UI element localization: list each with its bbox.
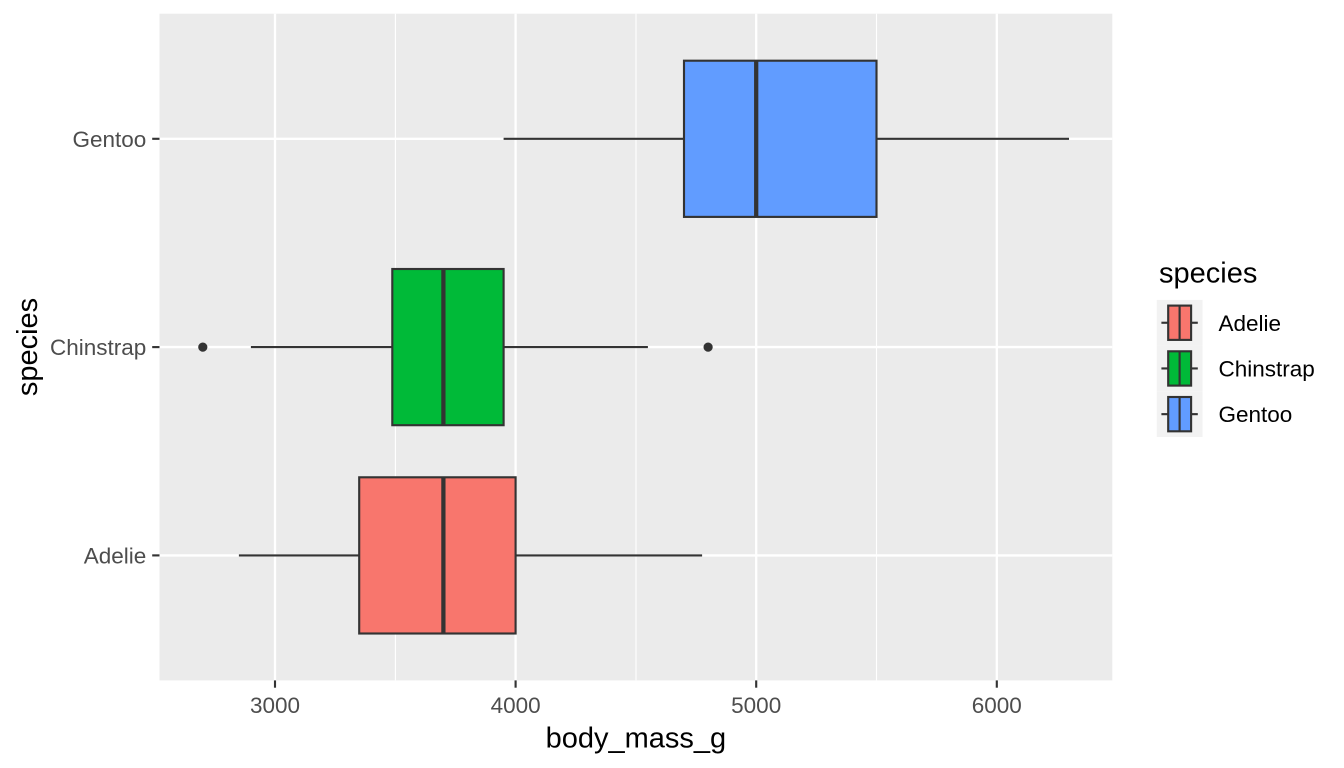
svg-text:4000: 4000 [491,693,541,718]
svg-text:Gentoo: Gentoo [1219,402,1293,427]
svg-text:Chinstrap: Chinstrap [1219,356,1315,381]
svg-text:species: species [1159,257,1257,289]
svg-text:species: species [12,298,44,396]
svg-text:3000: 3000 [250,693,300,718]
svg-text:Chinstrap: Chinstrap [50,335,146,360]
svg-text:Gentoo: Gentoo [72,127,146,152]
svg-text:6000: 6000 [972,693,1022,718]
svg-text:Adelie: Adelie [1219,311,1282,336]
svg-text:body_mass_g: body_mass_g [546,722,727,754]
svg-text:5000: 5000 [731,693,781,718]
svg-text:Adelie: Adelie [84,543,147,568]
